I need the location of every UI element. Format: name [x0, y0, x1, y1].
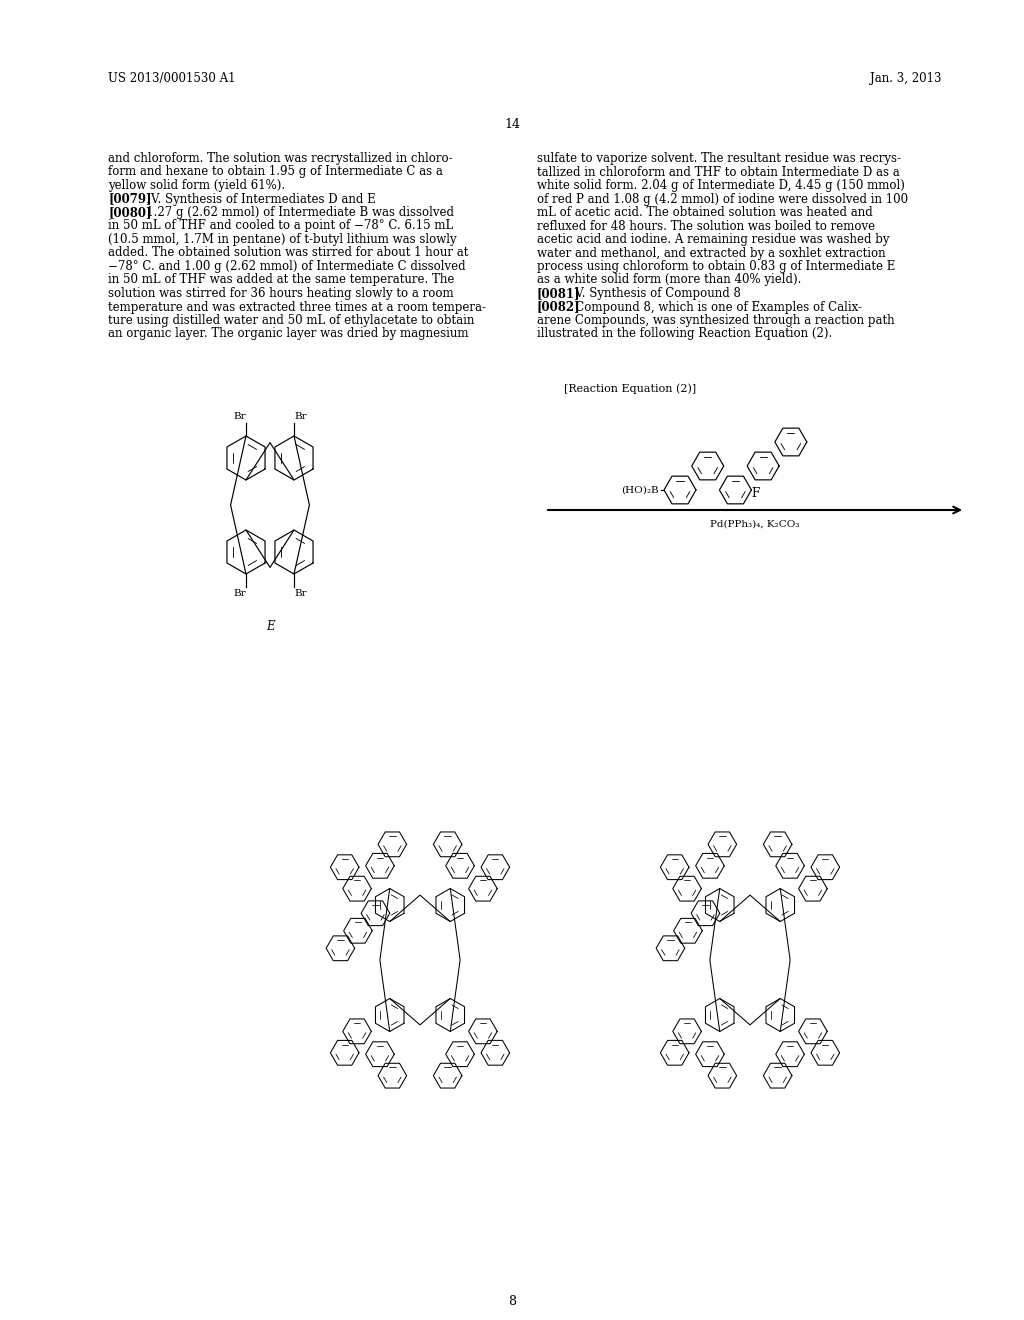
- Text: Br: Br: [294, 589, 306, 598]
- Text: refluxed for 48 hours. The solution was boiled to remove: refluxed for 48 hours. The solution was …: [537, 219, 876, 232]
- Text: as a white solid form (more than 40% yield).: as a white solid form (more than 40% yie…: [537, 273, 802, 286]
- Text: form and hexane to obtain 1.95 g of Intermediate C as a: form and hexane to obtain 1.95 g of Inte…: [108, 165, 442, 178]
- Text: Jan. 3, 2013: Jan. 3, 2013: [870, 73, 941, 84]
- Text: solution was stirred for 36 hours heating slowly to a room: solution was stirred for 36 hours heatin…: [108, 286, 454, 300]
- Text: [0080]: [0080]: [108, 206, 152, 219]
- Text: E: E: [265, 620, 274, 634]
- Text: Br: Br: [233, 589, 246, 598]
- Text: Br: Br: [294, 412, 306, 421]
- Text: yellow solid form (yield 61%).: yellow solid form (yield 61%).: [108, 180, 285, 191]
- Text: V. Synthesis of Compound 8: V. Synthesis of Compound 8: [564, 286, 741, 300]
- Text: process using chloroform to obtain 0.83 g of Intermediate E: process using chloroform to obtain 0.83 …: [537, 260, 895, 273]
- Text: tallized in chloroform and THF to obtain Intermediate D as a: tallized in chloroform and THF to obtain…: [537, 165, 900, 178]
- Text: acetic acid and iodine. A remaining residue was washed by: acetic acid and iodine. A remaining resi…: [537, 234, 890, 246]
- Text: −78° C. and 1.00 g (2.62 mmol) of Intermediate C dissolved: −78° C. and 1.00 g (2.62 mmol) of Interm…: [108, 260, 466, 273]
- Text: IV. Synthesis of Intermediates D and E: IV. Synthesis of Intermediates D and E: [135, 193, 376, 206]
- Text: in 50 mL of THF and cooled to a point of −78° C. 6.15 mL: in 50 mL of THF and cooled to a point of…: [108, 219, 454, 232]
- Text: in 50 mL of THF was added at the same temperature. The: in 50 mL of THF was added at the same te…: [108, 273, 455, 286]
- Text: of red P and 1.08 g (4.2 mmol) of iodine were dissolved in 100: of red P and 1.08 g (4.2 mmol) of iodine…: [537, 193, 908, 206]
- Text: [0079]: [0079]: [108, 193, 152, 206]
- Text: illustrated in the following Reaction Equation (2).: illustrated in the following Reaction Eq…: [537, 327, 833, 341]
- Text: Br: Br: [233, 412, 246, 421]
- Text: 1.27 g (2.62 mmol) of Intermediate B was dissolved: 1.27 g (2.62 mmol) of Intermediate B was…: [135, 206, 455, 219]
- Text: Pd(PPh₃)₄, K₂CO₃: Pd(PPh₃)₄, K₂CO₃: [711, 520, 800, 529]
- Text: and chloroform. The solution was recrystallized in chloro-: and chloroform. The solution was recryst…: [108, 152, 453, 165]
- Text: 14: 14: [504, 117, 520, 131]
- Text: arene Compounds, was synthesized through a reaction path: arene Compounds, was synthesized through…: [537, 314, 895, 327]
- Text: [0081]: [0081]: [537, 286, 581, 300]
- Text: F: F: [751, 487, 759, 500]
- Text: (10.5 mmol, 1.7M in pentane) of t-butyl lithium was slowly: (10.5 mmol, 1.7M in pentane) of t-butyl …: [108, 234, 457, 246]
- Text: temperature and was extracted three times at a room tempera-: temperature and was extracted three time…: [108, 301, 486, 314]
- Text: water and methanol, and extracted by a soxhlet extraction: water and methanol, and extracted by a s…: [537, 247, 886, 260]
- Text: mL of acetic acid. The obtained solution was heated and: mL of acetic acid. The obtained solution…: [537, 206, 872, 219]
- Text: white solid form. 2.04 g of Intermediate D, 4.45 g (150 mmol): white solid form. 2.04 g of Intermediate…: [537, 180, 905, 191]
- Text: (HO)₂B: (HO)₂B: [622, 486, 659, 495]
- Text: an organic layer. The organic layer was dried by magnesium: an organic layer. The organic layer was …: [108, 327, 469, 341]
- Text: [Reaction Equation (2)]: [Reaction Equation (2)]: [564, 383, 696, 393]
- Text: [0082]: [0082]: [537, 301, 581, 314]
- Text: Compound 8, which is one of Examples of Calix-: Compound 8, which is one of Examples of …: [564, 301, 862, 314]
- Text: sulfate to vaporize solvent. The resultant residue was recrys-: sulfate to vaporize solvent. The resulta…: [537, 152, 901, 165]
- Text: 8: 8: [508, 1295, 516, 1308]
- Text: US 2013/0001530 A1: US 2013/0001530 A1: [108, 73, 236, 84]
- Text: added. The obtained solution was stirred for about 1 hour at: added. The obtained solution was stirred…: [108, 247, 468, 260]
- Text: ture using distilled water and 50 mL of ethylacetate to obtain: ture using distilled water and 50 mL of …: [108, 314, 474, 327]
